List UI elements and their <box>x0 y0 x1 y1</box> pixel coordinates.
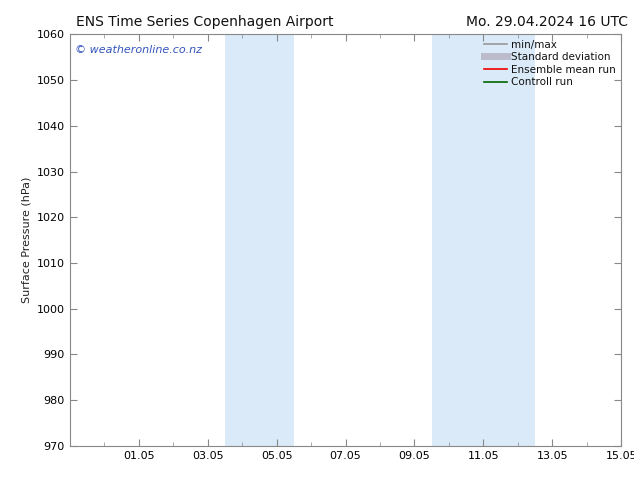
Y-axis label: Surface Pressure (hPa): Surface Pressure (hPa) <box>21 177 31 303</box>
Text: © weatheronline.co.nz: © weatheronline.co.nz <box>75 45 202 54</box>
Legend: min/max, Standard deviation, Ensemble mean run, Controll run: min/max, Standard deviation, Ensemble me… <box>482 37 618 89</box>
Bar <box>432 34 535 446</box>
Bar <box>225 34 294 446</box>
Text: Mo. 29.04.2024 16 UTC: Mo. 29.04.2024 16 UTC <box>465 15 628 29</box>
Text: ENS Time Series Copenhagen Airport: ENS Time Series Copenhagen Airport <box>76 15 333 29</box>
